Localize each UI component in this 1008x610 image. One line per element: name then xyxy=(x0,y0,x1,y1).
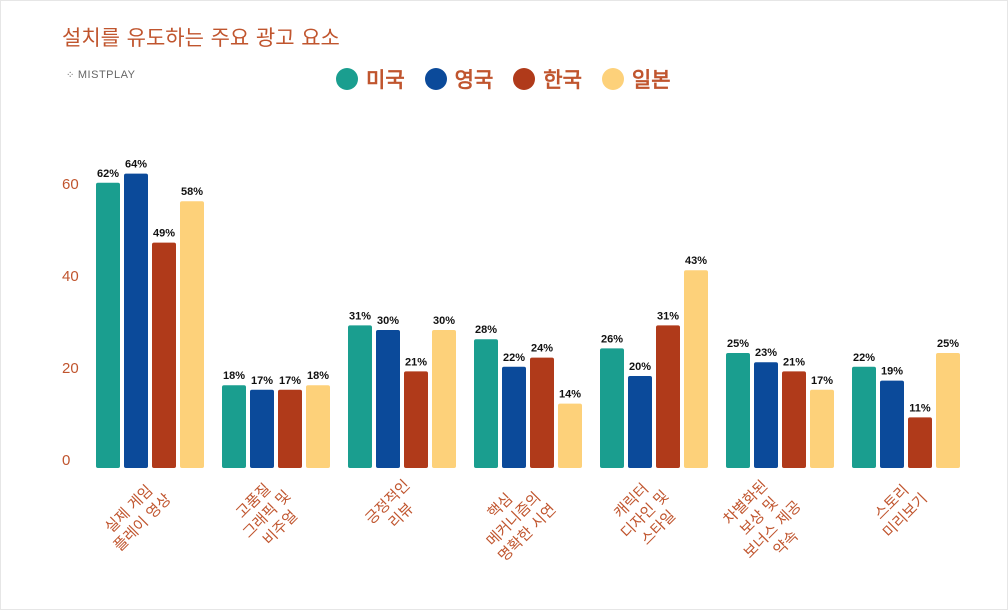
data-label: 18% xyxy=(223,370,245,382)
bar xyxy=(530,357,554,468)
y-tick-label: 60 xyxy=(62,176,79,193)
bar xyxy=(96,182,120,469)
legend-item: 한국 xyxy=(513,64,582,94)
bar xyxy=(222,385,246,468)
legend: 미국 영국 한국 일본 xyxy=(336,64,671,94)
bar xyxy=(726,353,750,468)
bar xyxy=(404,371,428,468)
bar xyxy=(600,348,624,468)
legend-item: 미국 xyxy=(336,64,405,94)
bar xyxy=(810,389,834,468)
data-label: 64% xyxy=(125,159,147,171)
legend-swatch xyxy=(424,68,447,90)
data-label: 17% xyxy=(811,375,833,387)
bar xyxy=(502,366,526,468)
bar xyxy=(852,366,876,468)
data-label: 25% xyxy=(727,338,749,350)
legend-swatch xyxy=(513,68,536,90)
y-tick-label: 40 xyxy=(62,268,79,285)
data-label: 19% xyxy=(881,366,903,378)
bar xyxy=(558,403,582,468)
logo-dots-icon: ⁘ xyxy=(66,70,75,81)
data-label: 22% xyxy=(503,352,525,364)
bar xyxy=(656,325,680,468)
legend-label: 일본 xyxy=(631,68,671,92)
bar xyxy=(376,330,400,468)
data-label: 26% xyxy=(601,333,623,345)
data-label: 22% xyxy=(853,352,875,364)
bar xyxy=(432,330,456,468)
data-label: 14% xyxy=(559,389,581,401)
bar xyxy=(782,371,806,468)
legend-label: 영국 xyxy=(454,68,494,92)
bar xyxy=(152,242,176,468)
logo-text: MISTPLAY xyxy=(77,69,136,81)
data-label: 31% xyxy=(349,310,371,322)
data-label: 43% xyxy=(685,255,707,267)
bar xyxy=(908,417,932,468)
data-label: 25% xyxy=(937,338,959,350)
data-label: 49% xyxy=(153,228,175,240)
legend-label: 한국 xyxy=(543,68,582,92)
bar xyxy=(628,376,652,468)
legend-item: 영국 xyxy=(424,64,494,94)
bar xyxy=(124,173,148,468)
mistplay-logo: ⁘ MISTPLAY xyxy=(66,69,135,81)
bar xyxy=(250,389,274,468)
bar xyxy=(306,385,330,468)
legend-label: 미국 xyxy=(366,68,405,92)
legend-swatch xyxy=(601,68,624,90)
y-tick-label: 0 xyxy=(62,452,70,469)
data-label: 11% xyxy=(909,402,931,414)
data-label: 17% xyxy=(251,375,273,387)
legend-item: 일본 xyxy=(601,64,671,94)
data-label: 62% xyxy=(97,168,119,180)
legend-swatch xyxy=(336,68,358,90)
bar xyxy=(684,270,708,468)
bar xyxy=(880,380,904,468)
data-label: 21% xyxy=(405,356,427,368)
data-label: 24% xyxy=(531,343,553,355)
bar xyxy=(278,389,302,468)
bar xyxy=(474,339,498,468)
data-label: 30% xyxy=(377,315,399,327)
data-label: 21% xyxy=(783,356,805,368)
data-label: 30% xyxy=(433,315,455,327)
data-label: 17% xyxy=(279,375,301,387)
data-label: 31% xyxy=(657,310,679,322)
data-label: 20% xyxy=(629,361,651,373)
y-tick-label: 20 xyxy=(62,360,79,377)
bar xyxy=(348,325,372,468)
data-label: 28% xyxy=(475,324,497,336)
data-label: 58% xyxy=(181,186,203,198)
data-label: 18% xyxy=(307,370,329,382)
bar xyxy=(180,201,204,468)
data-label: 23% xyxy=(755,347,777,359)
bar xyxy=(936,353,960,468)
bar xyxy=(754,362,778,468)
chart-title: 설치를 유도하는 주요 광고 요소 xyxy=(62,26,340,50)
